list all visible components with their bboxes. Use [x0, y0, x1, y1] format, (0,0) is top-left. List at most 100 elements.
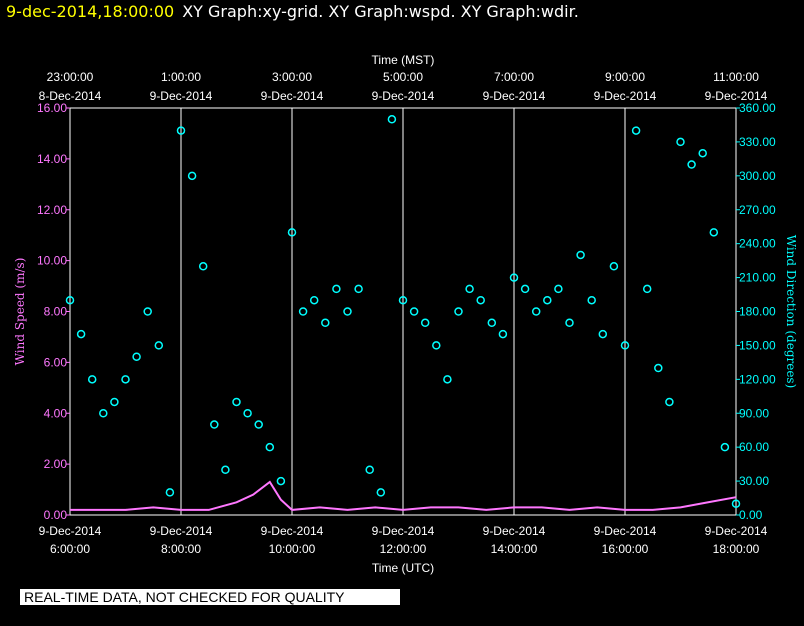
right-tick-label: 240.00 — [739, 237, 776, 251]
wdir-point — [610, 263, 617, 270]
wdir-point — [466, 285, 473, 292]
top-tick-date: 9-Dec-2014 — [150, 89, 213, 103]
top-tick-time: 1:00:00 — [161, 70, 201, 84]
wdir-point — [633, 127, 640, 134]
right-tick-label: 60.00 — [739, 440, 769, 454]
left-tick-label: 6.00 — [44, 355, 68, 369]
wdir-point — [677, 138, 684, 145]
wdir-point — [311, 297, 318, 304]
wdir-point — [189, 172, 196, 179]
top-tick-time: 3:00:00 — [272, 70, 312, 84]
right-tick-label: 210.00 — [739, 271, 776, 285]
right-tick-label: 90.00 — [739, 406, 769, 420]
wdir-point — [721, 444, 728, 451]
bottom-tick-date: 9-Dec-2014 — [372, 524, 435, 538]
wdir-point — [422, 319, 429, 326]
wdir-point — [555, 285, 562, 292]
wdir-point — [666, 398, 673, 405]
wdir-point — [499, 331, 506, 338]
right-tick-label: 360.00 — [739, 101, 776, 115]
left-tick-label: 10.00 — [37, 254, 67, 268]
wdir-point — [655, 365, 662, 372]
wdir-point — [122, 376, 129, 383]
bottom-tick-time: 14:00:00 — [491, 542, 538, 556]
wdir-point — [155, 342, 162, 349]
wdir-point — [100, 410, 107, 417]
top-tick-time: 5:00:00 — [383, 70, 423, 84]
wdir-point — [344, 308, 351, 315]
bottom-tick-time: 16:00:00 — [602, 542, 649, 556]
wdir-point — [144, 308, 151, 315]
wdir-point — [455, 308, 462, 315]
right-tick-label: 330.00 — [739, 135, 776, 149]
wdir-point — [333, 285, 340, 292]
wdir-point — [377, 489, 384, 496]
bottom-axis-label: Time (UTC) — [372, 561, 434, 575]
left-axis-label: Wind Speed (m/s) — [13, 258, 27, 366]
top-tick-date: 9-Dec-2014 — [372, 89, 435, 103]
bottom-tick-time: 6:00:00 — [50, 542, 90, 556]
wdir-point — [588, 297, 595, 304]
wdir-point — [544, 297, 551, 304]
wdir-point — [366, 466, 373, 473]
top-tick-date: 9-Dec-2014 — [261, 89, 324, 103]
left-tick-label: 8.00 — [44, 305, 68, 319]
wdir-point — [255, 421, 262, 428]
wdir-point — [211, 421, 218, 428]
wdir-point — [444, 376, 451, 383]
bottom-tick-date: 9-Dec-2014 — [705, 524, 768, 538]
wdir-point — [89, 376, 96, 383]
bottom-tick-date: 9-Dec-2014 — [594, 524, 657, 538]
wdir-point — [533, 308, 540, 315]
bottom-tick-time: 12:00:00 — [380, 542, 427, 556]
left-tick-label: 16.00 — [37, 101, 67, 115]
wdir-point — [166, 489, 173, 496]
bottom-tick-date: 9-Dec-2014 — [261, 524, 324, 538]
right-tick-label: 300.00 — [739, 169, 776, 183]
wdir-point — [433, 342, 440, 349]
wdir-point — [477, 297, 484, 304]
right-tick-label: 0.00 — [739, 508, 763, 522]
left-tick-label: 4.00 — [44, 406, 68, 420]
bottom-tick-date: 9-Dec-2014 — [39, 524, 102, 538]
wdir-point — [488, 319, 495, 326]
disclaimer-label: REAL-TIME DATA, NOT CHECKED FOR QUALITY — [20, 589, 400, 605]
wdir-point — [411, 308, 418, 315]
left-tick-label: 2.00 — [44, 457, 68, 471]
right-axis-label: Wind Direction (degrees) — [784, 235, 798, 389]
wdir-point — [133, 353, 140, 360]
bottom-tick-time: 8:00:00 — [161, 542, 201, 556]
wdir-point — [322, 319, 329, 326]
wdir-point — [277, 478, 284, 485]
wdir-point — [688, 161, 695, 168]
top-tick-date: 9-Dec-2014 — [594, 89, 657, 103]
bottom-tick-date: 9-Dec-2014 — [150, 524, 213, 538]
wdir-point — [78, 331, 85, 338]
right-tick-label: 180.00 — [739, 305, 776, 319]
top-tick-time: 23:00:00 — [47, 70, 94, 84]
top-tick-time: 11:00:00 — [713, 70, 759, 84]
wdir-point — [233, 398, 240, 405]
wdir-point — [266, 444, 273, 451]
wdir-point — [577, 251, 584, 258]
wdir-point — [599, 331, 606, 338]
wdir-point — [710, 229, 717, 236]
wdir-point — [222, 466, 229, 473]
wdir-point — [644, 285, 651, 292]
wdir-point — [566, 319, 573, 326]
bottom-tick-date: 9-Dec-2014 — [483, 524, 546, 538]
left-tick-label: 0.00 — [44, 508, 68, 522]
wdir-point — [111, 398, 118, 405]
left-tick-label: 12.00 — [37, 203, 67, 217]
wdir-point — [355, 285, 362, 292]
bottom-tick-time: 10:00:00 — [269, 542, 316, 556]
top-tick-time: 9:00:00 — [605, 70, 645, 84]
top-tick-date: 9-Dec-2014 — [483, 89, 546, 103]
wdir-point — [388, 116, 395, 123]
bottom-tick-time: 18:00:00 — [713, 542, 760, 556]
right-tick-label: 30.00 — [739, 474, 769, 488]
wdir-point — [300, 308, 307, 315]
top-axis-label: Time (MST) — [372, 53, 435, 67]
wdir-point — [522, 285, 529, 292]
